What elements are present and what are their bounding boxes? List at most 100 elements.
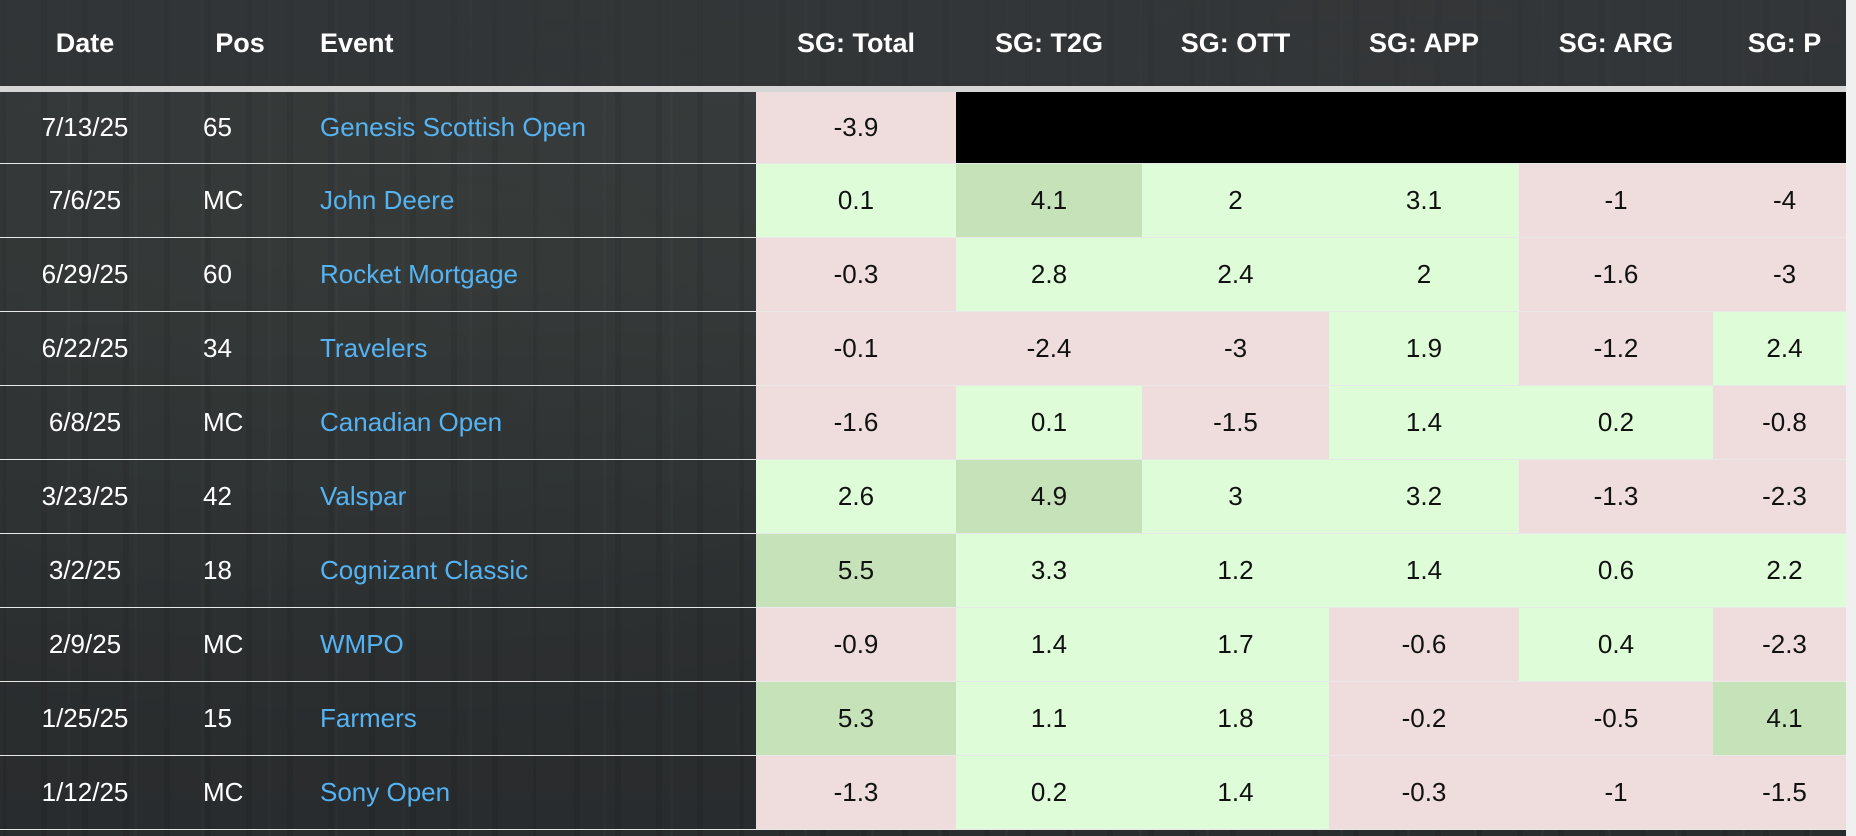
sg-ott-cell: 2 xyxy=(1142,163,1329,238)
event-link[interactable]: Cognizant Classic xyxy=(320,554,529,585)
event-link[interactable]: Rocket Mortgage xyxy=(320,258,518,289)
date-cell: 1/12/25 xyxy=(0,755,170,830)
sg-total-cell: -1.3 xyxy=(756,755,956,830)
sg-ott-cell: 1.4 xyxy=(1142,755,1329,830)
sg-t2g-cell: 4.1 xyxy=(956,163,1142,238)
sg-arg-cell: -1.6 xyxy=(1519,237,1713,312)
event-link[interactable]: Genesis Scottish Open xyxy=(320,111,586,142)
sg-app-cell: 3.1 xyxy=(1329,163,1519,238)
sg-t2g-cell: 1.1 xyxy=(956,681,1142,756)
sg-ott-cell: 1.7 xyxy=(1142,607,1329,682)
sg-ott-cell: 1.2 xyxy=(1142,533,1329,608)
event-cell: Rocket Mortgage xyxy=(310,237,756,312)
sg-t2g-cell: 1.4 xyxy=(956,607,1142,682)
header-sg-p[interactable]: SG: P xyxy=(1713,0,1856,92)
event-cell: Genesis Scottish Open xyxy=(310,89,756,164)
event-link[interactable]: Travelers xyxy=(320,332,428,363)
sg-app-cell: 1.9 xyxy=(1329,311,1519,386)
header-sg-arg[interactable]: SG: ARG xyxy=(1519,0,1713,92)
scrollbar[interactable] xyxy=(1846,0,1856,836)
date-cell: 1/25/25 xyxy=(0,681,170,756)
sg-arg-cell: -1.2 xyxy=(1519,311,1713,386)
date-cell: 6/29/25 xyxy=(0,237,170,312)
sg-total-cell: 5.5 xyxy=(756,533,956,608)
sg-arg-cell: -1.3 xyxy=(1519,459,1713,534)
sg-p-cell: -4 xyxy=(1713,163,1856,238)
sg-t2g-cell: 0.2 xyxy=(956,755,1142,830)
event-link[interactable]: Valspar xyxy=(320,480,407,511)
pos-cell: MC xyxy=(170,163,310,238)
table-header-row: Date Pos Event SG: Total SG: T2G SG: OTT… xyxy=(0,0,1856,92)
event-link[interactable]: Canadian Open xyxy=(320,406,503,437)
event-link[interactable]: Farmers xyxy=(320,702,417,733)
table-row: 7/13/25 65 Genesis Scottish Open -3.9 xyxy=(0,89,1856,164)
table-row: 6/29/25 60 Rocket Mortgage -0.3 2.8 2.4 2 -1.6-… xyxy=(0,237,1856,312)
pos-cell: 15 xyxy=(170,681,310,756)
sg-t2g-cell: -2.4 xyxy=(956,311,1142,386)
event-cell: Farmers xyxy=(310,681,756,756)
table-row: 1/25/25 15 Farmers 5.3 1.1 1.8 -0.2 -0.5 4.1 xyxy=(0,681,1856,756)
sg-arg-cell: 0.4 xyxy=(1519,607,1713,682)
table-row: 6/8/25 MC Canadian Open -1.6 0.1 -1.5 1.4 0.2 -0… xyxy=(0,385,1856,460)
event-cell: Canadian Open xyxy=(310,385,756,460)
pos-cell: MC xyxy=(170,385,310,460)
sg-total-cell: 5.3 xyxy=(756,681,956,756)
sg-p-cell: -3 xyxy=(1713,237,1856,312)
sg-app-cell: 3.2 xyxy=(1329,459,1519,534)
sg-app-cell: 2 xyxy=(1329,237,1519,312)
header-sg-t2g[interactable]: SG: T2G xyxy=(956,0,1142,92)
sg-total-cell: -0.1 xyxy=(756,311,956,386)
header-sg-ott[interactable]: SG: OTT xyxy=(1142,0,1329,92)
sg-arg-cell: -0.5 xyxy=(1519,681,1713,756)
sg-arg-cell: 0.2 xyxy=(1519,385,1713,460)
sg-t2g-cell: 2.8 xyxy=(956,237,1142,312)
event-link[interactable]: Sony Open xyxy=(320,776,451,807)
sg-ott-cell: 3 xyxy=(1142,459,1329,534)
sg-app-cell: 1.4 xyxy=(1329,533,1519,608)
sg-arg-cell: -1 xyxy=(1519,163,1713,238)
sg-t2g-cell xyxy=(956,89,1142,164)
sg-p-cell: -2.3 xyxy=(1713,459,1856,534)
sg-arg-cell: -1 xyxy=(1519,755,1713,830)
event-cell: WMPO xyxy=(310,607,756,682)
event-cell: John Deere xyxy=(310,163,756,238)
sg-total-cell: 2.6 xyxy=(756,459,956,534)
date-cell: 3/2/25 xyxy=(0,533,170,608)
event-link[interactable]: John Deere xyxy=(320,184,455,215)
date-cell: 3/23/25 xyxy=(0,459,170,534)
table-row: 6/22/25 34 Travelers -0.1 -2.4 -3 1.9 -1.2 2.4 xyxy=(0,311,1856,386)
sg-app-cell xyxy=(1329,89,1519,164)
sg-p-cell: 4.1 xyxy=(1713,681,1856,756)
sg-p-cell: -2.3 xyxy=(1713,607,1856,682)
sg-p-cell: 2.2 xyxy=(1713,533,1856,608)
date-cell: 6/8/25 xyxy=(0,385,170,460)
header-date[interactable]: Date xyxy=(0,0,170,92)
header-event[interactable]: Event xyxy=(310,0,756,92)
date-cell: 2/9/25 xyxy=(0,607,170,682)
table-body: 7/13/25 65 Genesis Scottish Open -3.9 7/6/25… xyxy=(0,89,1856,830)
sg-app-cell: -0.3 xyxy=(1329,755,1519,830)
sg-total-cell: -3.9 xyxy=(756,89,956,164)
event-link[interactable]: WMPO xyxy=(320,628,404,659)
header-sg-app[interactable]: SG: APP xyxy=(1329,0,1519,92)
event-cell: Valspar xyxy=(310,459,756,534)
sg-app-cell: -0.6 xyxy=(1329,607,1519,682)
sg-total-cell: -0.9 xyxy=(756,607,956,682)
date-cell: 6/22/25 xyxy=(0,311,170,386)
sg-ott-cell xyxy=(1142,89,1329,164)
table-row: 2/9/25 MC WMPO -0.9 1.4 1.7 -0.6 0.4 -2.3 xyxy=(0,607,1856,682)
sg-arg-cell: 0.6 xyxy=(1519,533,1713,608)
pos-cell: MC xyxy=(170,755,310,830)
header-sg-total[interactable]: SG: Total xyxy=(756,0,956,92)
sg-t2g-cell: 0.1 xyxy=(956,385,1142,460)
table-row: 3/2/25 18 Cognizant Classic 5.5 3.3 1.2 1.4 0.6… xyxy=(0,533,1856,608)
sg-app-cell: 1.4 xyxy=(1329,385,1519,460)
sg-p-cell: 2.4 xyxy=(1713,311,1856,386)
sg-p-cell xyxy=(1713,89,1856,164)
table-row: 7/6/25 MC John Deere 0.1 4.1 2 3.1 -1 -4 xyxy=(0,163,1856,238)
pos-cell: 18 xyxy=(170,533,310,608)
header-pos[interactable]: Pos xyxy=(170,0,310,92)
table-row: 1/12/25 MC Sony Open -1.3 0.2 1.4 -0.3 -1 -1.5 xyxy=(0,755,1856,830)
